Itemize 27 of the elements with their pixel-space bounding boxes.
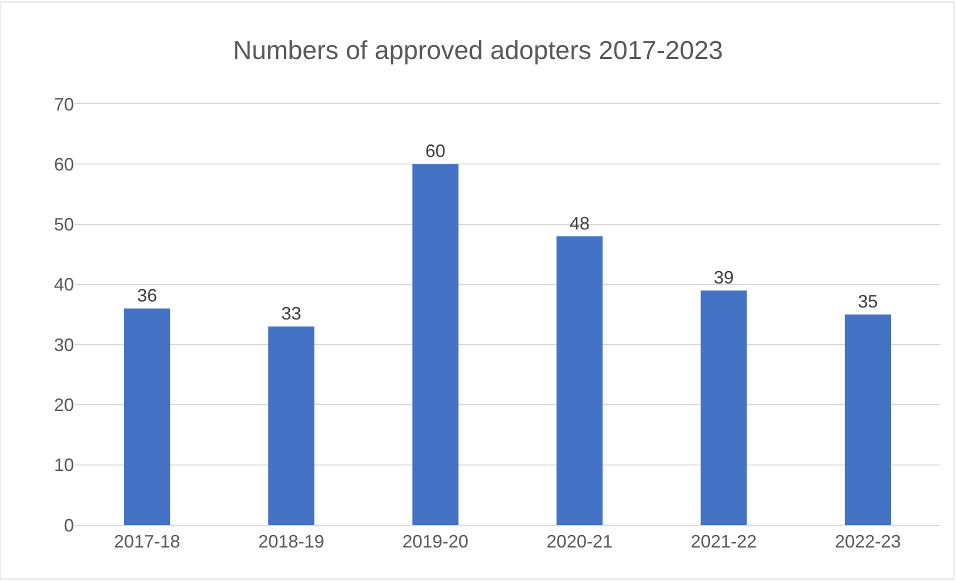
y-tick-label: 40 <box>54 274 74 295</box>
bar <box>268 326 314 525</box>
data-label: 35 <box>858 292 878 312</box>
bar <box>700 290 747 525</box>
y-tick-label: 70 <box>54 94 74 114</box>
y-tick-label: 0 <box>64 515 74 536</box>
bar <box>556 236 603 525</box>
data-label: 36 <box>137 285 158 306</box>
x-tick-label: 2017-18 <box>114 532 180 552</box>
bar <box>124 308 170 525</box>
y-tick-label: 10 <box>54 455 74 476</box>
x-tick-label: 2018-19 <box>258 532 324 552</box>
data-label: 39 <box>714 267 734 288</box>
bar <box>844 314 891 525</box>
bar <box>412 164 458 525</box>
y-tick-label: 20 <box>54 395 74 416</box>
data-label: 33 <box>281 304 302 324</box>
y-tick-label: 60 <box>54 154 74 174</box>
x-tick-label: 2022-23 <box>834 532 901 552</box>
data-label: 48 <box>570 213 590 234</box>
y-tick-label: 30 <box>54 334 74 355</box>
x-tick-label: 2020-21 <box>546 532 613 552</box>
y-tick-label: 50 <box>54 214 74 235</box>
chart-title: Numbers of approved adopters 2017-2023 <box>233 35 723 66</box>
x-tick-label: 2021-22 <box>690 532 757 552</box>
x-tick-label: 2019-20 <box>402 532 468 552</box>
data-label: 60 <box>425 141 446 162</box>
